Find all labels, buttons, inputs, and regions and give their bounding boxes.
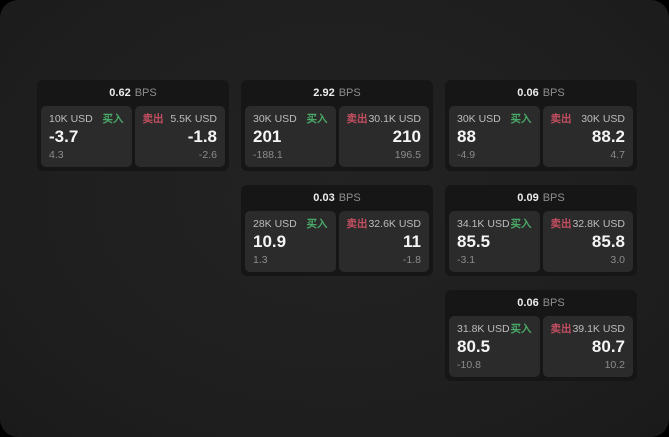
buy-price: 88 [457, 127, 476, 146]
sell-side-label: 卖出 [550, 323, 572, 335]
bps-spread-header: 0.06 BPS [445, 80, 637, 106]
sell-price: 88.2 [591, 127, 625, 146]
bps-unit-label: BPS [338, 192, 361, 204]
sell-quote-tile[interactable]: 卖出 39.1K USD 80.7 10.2 [542, 316, 633, 377]
bps-value: 0.06 [517, 297, 539, 309]
sell-sub-value: 3.0 [610, 254, 625, 266]
bps-unit-label: BPS [542, 87, 565, 99]
buy-side-label: 买入 [102, 113, 124, 125]
sell-side-label: 卖出 [142, 113, 164, 125]
buy-price: 201 [253, 127, 282, 146]
sell-side-label: 卖出 [346, 218, 368, 230]
sell-sub-value: 196.5 [394, 149, 421, 161]
quote-card: 0.62 BPS 10K USD 买入 -3.7 4.3 卖出 5.5K USD… [37, 80, 229, 171]
bps-spread-header: 0.03 BPS [241, 185, 433, 211]
buy-sub-value: 1.3 [253, 254, 268, 266]
bps-spread-header: 0.62 BPS [37, 80, 229, 106]
bps-spread-header: 0.09 BPS [445, 185, 637, 211]
sell-price: 85.8 [591, 232, 625, 251]
buy-quote-tile[interactable]: 31.8K USD 买入 80.5 -10.8 [449, 316, 540, 377]
sell-quote-tile[interactable]: 卖出 32.6K USD 11 -1.8 [338, 211, 429, 272]
buy-price: -3.7 [49, 127, 79, 146]
buy-side-label: 买入 [306, 218, 328, 230]
quote-card: 0.09 BPS 34.1K USD 买入 85.5 -3.1 卖出 32.8K… [445, 185, 637, 276]
buy-side-label: 买入 [510, 113, 532, 125]
sell-amount: 5.5K USD [170, 113, 217, 125]
buy-sub-value: -3.1 [457, 254, 476, 266]
buy-price: 85.5 [457, 232, 491, 251]
sell-side-label: 卖出 [346, 113, 368, 125]
sell-price: 80.7 [591, 337, 625, 356]
buy-quote-tile[interactable]: 28K USD 买入 10.9 1.3 [245, 211, 336, 272]
sell-side-label: 卖出 [550, 113, 572, 125]
bps-value: 0.09 [517, 192, 539, 204]
sell-side-label: 卖出 [550, 218, 572, 230]
buy-side-label: 买入 [510, 323, 532, 335]
buy-side-label: 买入 [306, 113, 328, 125]
quote-card: 0.06 BPS 30K USD 买入 88 -4.9 卖出 30K USD 8… [445, 80, 637, 171]
buy-amount: 34.1K USD [457, 218, 510, 230]
buy-price: 80.5 [457, 337, 491, 356]
buy-amount: 10K USD [49, 113, 93, 125]
bps-value: 0.03 [313, 192, 335, 204]
buy-amount: 28K USD [253, 218, 297, 230]
buy-amount: 30K USD [253, 113, 297, 125]
sell-sub-value: 10.2 [604, 359, 625, 371]
bps-value: 2.92 [313, 87, 335, 99]
quote-card-body: 34.1K USD 买入 85.5 -3.1 卖出 32.8K USD 85.8… [449, 211, 633, 272]
sell-quote-tile[interactable]: 卖出 30.1K USD 210 196.5 [338, 106, 429, 167]
bps-spread-header: 2.92 BPS [241, 80, 433, 106]
buy-quote-tile[interactable]: 34.1K USD 买入 85.5 -3.1 [449, 211, 540, 272]
quote-card-body: 31.8K USD 买入 80.5 -10.8 卖出 39.1K USD 80.… [449, 316, 633, 377]
bps-unit-label: BPS [542, 297, 565, 309]
sell-sub-value: 4.7 [610, 149, 625, 161]
quote-card-body: 28K USD 买入 10.9 1.3 卖出 32.6K USD 11 -1.8 [245, 211, 429, 272]
buy-sub-value: -188.1 [253, 149, 283, 161]
quote-card-body: 30K USD 买入 201 -188.1 卖出 30.1K USD 210 1… [245, 106, 429, 167]
bps-spread-header: 0.06 BPS [445, 290, 637, 316]
sell-sub-value: -2.6 [198, 149, 217, 161]
sell-quote-tile[interactable]: 卖出 32.8K USD 85.8 3.0 [542, 211, 633, 272]
buy-sub-value: -10.8 [457, 359, 481, 371]
sell-price: -1.8 [187, 127, 217, 146]
sell-price: 210 [392, 127, 421, 146]
sell-sub-value: -1.8 [402, 254, 421, 266]
sell-quote-tile[interactable]: 卖出 30K USD 88.2 4.7 [542, 106, 633, 167]
buy-quote-tile[interactable]: 30K USD 买入 201 -188.1 [245, 106, 336, 167]
buy-sub-value: -4.9 [457, 149, 476, 161]
sell-amount: 30.1K USD [368, 113, 421, 125]
bps-value: 0.06 [517, 87, 539, 99]
sell-amount: 32.8K USD [572, 218, 625, 230]
sell-quote-tile[interactable]: 卖出 5.5K USD -1.8 -2.6 [134, 106, 225, 167]
sell-amount: 30K USD [581, 113, 625, 125]
sell-price: 11 [403, 232, 421, 251]
buy-quote-tile[interactable]: 30K USD 买入 88 -4.9 [449, 106, 540, 167]
buy-side-label: 买入 [510, 218, 532, 230]
bps-unit-label: BPS [134, 87, 157, 99]
quote-card-body: 30K USD 买入 88 -4.9 卖出 30K USD 88.2 4.7 [449, 106, 633, 167]
buy-sub-value: 4.3 [49, 149, 64, 161]
sell-amount: 39.1K USD [572, 323, 625, 335]
bps-unit-label: BPS [542, 192, 565, 204]
buy-amount: 31.8K USD [457, 323, 510, 335]
buy-quote-tile[interactable]: 10K USD 买入 -3.7 4.3 [41, 106, 132, 167]
buy-price: 10.9 [253, 232, 287, 251]
quote-card: 2.92 BPS 30K USD 买入 201 -188.1 卖出 30.1K … [241, 80, 433, 171]
quote-card-body: 10K USD 买入 -3.7 4.3 卖出 5.5K USD -1.8 -2.… [41, 106, 225, 167]
quote-card: 0.06 BPS 31.8K USD 买入 80.5 -10.8 卖出 39.1… [445, 290, 637, 381]
sell-amount: 32.6K USD [368, 218, 421, 230]
bps-value: 0.62 [109, 87, 131, 99]
bps-unit-label: BPS [338, 87, 361, 99]
buy-amount: 30K USD [457, 113, 501, 125]
quote-card: 0.03 BPS 28K USD 买入 10.9 1.3 卖出 32.6K US… [241, 185, 433, 276]
